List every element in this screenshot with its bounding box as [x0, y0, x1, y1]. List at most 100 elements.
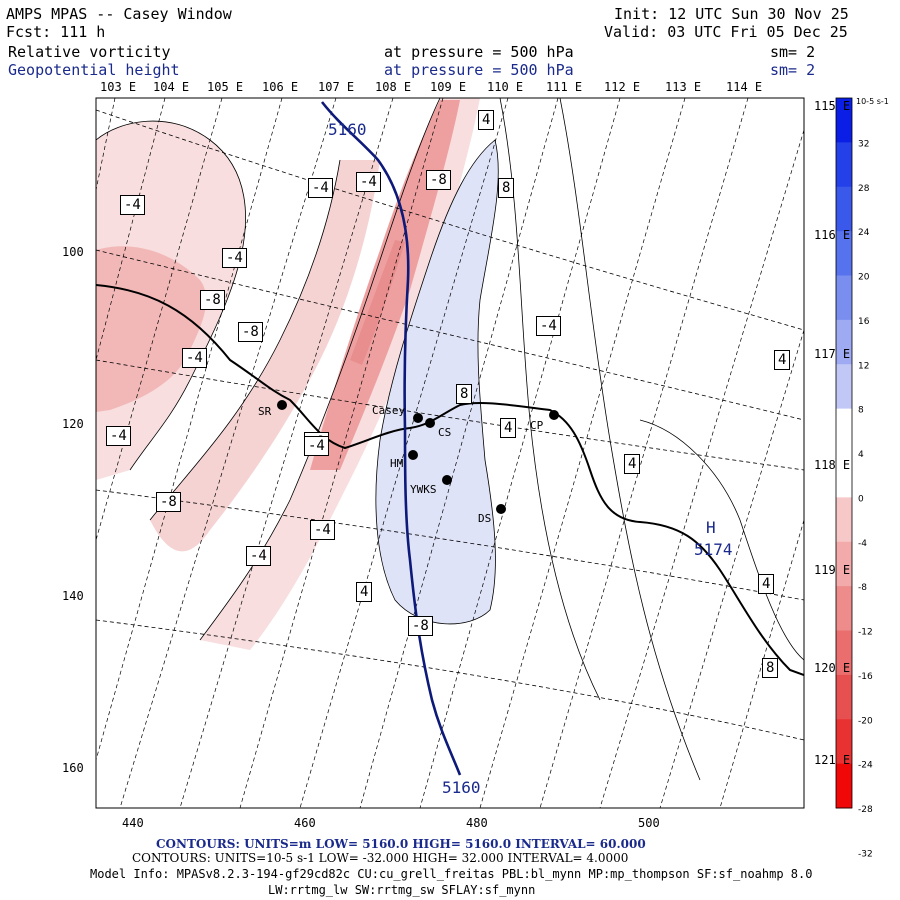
colorbar-segment [836, 541, 852, 587]
vort-contour-label: 4 [774, 350, 791, 370]
colorbar-segment [836, 453, 852, 498]
map-frame [95, 97, 805, 809]
neg-vort-band-1 [150, 160, 380, 552]
field1-level: at pressure = 500 hPa [384, 43, 574, 61]
colorbar-label: -16 [858, 672, 873, 682]
vort-contour-label: -8 [156, 492, 181, 512]
colorbar-segment [836, 408, 852, 454]
colorbar-label: 16 [858, 317, 870, 327]
colorbar-segment [836, 719, 852, 765]
colorbar-label: -20 [858, 716, 873, 726]
neg-vort-region-west-inner [96, 246, 207, 412]
right-lon-label: 119 E [814, 563, 851, 577]
colorbar-segment [836, 98, 852, 143]
vort-contour-label: -8 [426, 170, 451, 190]
colorbar-label: 20 [858, 273, 870, 283]
colorbar-segment [836, 364, 852, 410]
vort-contour-label: 8 [762, 658, 779, 678]
top-lon-label: 105 E [207, 80, 244, 94]
vort-contour-label: 4 [356, 582, 373, 602]
colorbar-unit: 10-5 s-1 [856, 97, 889, 106]
colorbar-segment [836, 275, 852, 321]
colorbar-label: -28 [858, 805, 873, 815]
forecast-hour: Fcst: 111 h [6, 23, 106, 41]
station-dot-sr [277, 400, 287, 410]
colorbar-label: -4 [858, 539, 867, 549]
station-label-sr: SR [258, 405, 272, 418]
top-lon-label: 104 E [153, 80, 190, 94]
colorbar-segment [836, 497, 852, 543]
colorbar-label: 4 [858, 450, 864, 460]
right-lon-label: 121 E [814, 753, 851, 767]
vort-contour-label: 8 [456, 384, 473, 404]
vort-contour-label: -4 [356, 172, 381, 192]
top-lon-label: 112 E [604, 80, 641, 94]
x-tick-500: 500 [638, 816, 660, 830]
top-lon-label: 107 E [318, 80, 355, 94]
x-tick-440: 440 [122, 816, 144, 830]
top-lon-label: 108 E [375, 80, 412, 94]
field2-level: at pressure = 500 hPa [384, 61, 574, 79]
station-dot-ds [496, 504, 506, 514]
colorbar-label: 24 [858, 228, 870, 238]
vort-contour-label: -8 [238, 322, 263, 342]
field2-smooth: sm= 2 [770, 61, 816, 79]
vort-contour-label: 4 [758, 574, 775, 594]
station-dot-hm [408, 450, 418, 460]
colorbar-segment [836, 674, 852, 720]
top-lon-label: 103 E [100, 80, 137, 94]
footer-vorticity-contours: CONTOURS: UNITS=10-5 s-1 LOW= -32.000 HI… [132, 851, 629, 865]
vort-contour-label: -4 [106, 426, 131, 446]
x-tick-460: 460 [294, 816, 316, 830]
vort-contour-label: -4 [182, 348, 207, 368]
latitude-lines [96, 109, 804, 741]
station-markers [277, 400, 559, 514]
right-lon-label: 116 E [814, 228, 851, 242]
y-tick-160: 160 [62, 761, 84, 775]
station-label-cp: CP [530, 419, 544, 432]
colorbar-label: 0 [858, 494, 864, 504]
top-lon-label: 114 E [726, 80, 763, 94]
y-tick-100: 100 [62, 245, 84, 259]
map-fields [96, 98, 804, 808]
vort-contour-label: 4 [500, 418, 517, 438]
vort-contour-label: -8 [408, 616, 433, 636]
colorbar-frame [835, 97, 853, 809]
vort-contour-label: -4 [310, 520, 335, 540]
station-label-cs: CS [438, 426, 452, 439]
y-tick-120: 120 [62, 417, 84, 431]
vort-contour-label: -4 [246, 546, 271, 566]
colorbar-label: -12 [858, 628, 873, 638]
colorbar-label: -24 [858, 761, 873, 771]
top-lon-label: 113 E [665, 80, 702, 94]
colorbar-segment [836, 319, 852, 365]
right-lon-label: 120 E [814, 661, 851, 675]
neg-vort-band-2-peak [350, 240, 405, 365]
field1-smooth: sm= 2 [770, 43, 816, 61]
station-label-casey: Casey [372, 404, 406, 417]
colorbar-label: -8 [858, 583, 867, 593]
colorbar-label: 8 [858, 406, 864, 416]
field1-name: Relative vorticity [8, 43, 171, 61]
station-label-ds: DS [478, 512, 492, 525]
vort-contour-label: -4 [222, 248, 247, 268]
longitude-lines [96, 98, 804, 808]
plot-title: AMPS MPAS -- Casey Window [6, 5, 232, 23]
top-lon-label: 106 E [262, 80, 299, 94]
footer-height-contours: CONTOURS: UNITS=m LOW= 5160.0 HIGH= 5160… [156, 837, 646, 851]
x-tick-480: 480 [466, 816, 488, 830]
colorbar: 10-5 s-1 32 28 24 20 16 12 8 4 0 -4 -8 -12 -16 -20 -24 -… [835, 97, 889, 859]
right-lon-label: 118 E [814, 458, 851, 472]
top-lon-label: 111 E [546, 80, 583, 94]
colorbar-segment [836, 186, 852, 232]
height-label-bottom: 5160 [442, 778, 481, 797]
vort-contour-label: -4 [120, 195, 145, 215]
footer-model-info: Model Info: MPASv8.2.3-194-gf29cd82c CU:… [90, 867, 813, 881]
field2-name: Geopotential height [8, 61, 180, 79]
colorbar-label: 32 [858, 139, 869, 149]
high-pressure-letter: H [706, 518, 716, 537]
top-lon-label: 109 E [430, 80, 467, 94]
colorbar-segment [836, 630, 852, 676]
colorbar-label: -32 [858, 849, 873, 859]
colorbar-label: 12 [858, 361, 869, 371]
